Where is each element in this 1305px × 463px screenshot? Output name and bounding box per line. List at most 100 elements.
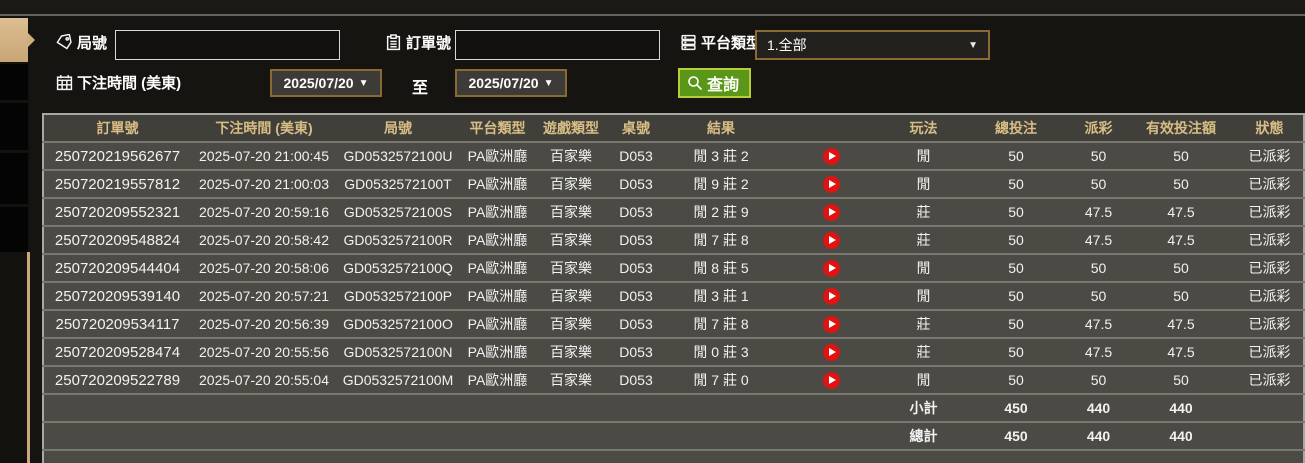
bet-table-body: 250720219562677 2025-07-20 21:00:45 GD0532…: [43, 142, 1304, 463]
play-video-icon[interactable]: [822, 175, 840, 193]
order-number-input[interactable]: [455, 30, 660, 60]
cell-platform: PA歐洲廳: [459, 142, 536, 171]
subtotal-cell: 450: [961, 394, 1071, 423]
subtotal-cell: 440: [1126, 394, 1236, 423]
sidebar-item-active[interactable]: [0, 18, 35, 62]
cell-time: 2025-07-20 20:56:39: [191, 310, 337, 339]
cell-round: GD0532572100R: [337, 226, 459, 255]
play-video-icon[interactable]: [822, 231, 840, 249]
chevron-down-icon: ▼: [358, 77, 369, 89]
play-triangle: [828, 180, 836, 189]
cell-total_bet: 50: [961, 198, 1071, 227]
cell-payout: 50: [1071, 282, 1126, 311]
empty-cell: [459, 422, 536, 451]
cell-valid_bet: 50: [1126, 282, 1236, 311]
cell-table: D053: [606, 198, 666, 227]
total-row: 總計 450 440 440: [43, 422, 1304, 451]
empty-cell: [43, 450, 191, 463]
column-header: 結果: [666, 114, 776, 143]
cell-time: 2025-07-20 20:55:56: [191, 338, 337, 367]
cell-total_bet: 50: [961, 142, 1071, 171]
cell-order: 250720209544404: [43, 254, 191, 283]
play-video-icon[interactable]: [822, 315, 840, 333]
chevron-down-icon: ▼: [968, 39, 978, 51]
play-triangle: [828, 264, 836, 273]
table-row: 250720209534117 2025-07-20 20:56:39 GD0532…: [43, 310, 1304, 339]
cell-order: 250720209539140: [43, 282, 191, 311]
cell-game: 百家樂: [536, 366, 606, 395]
sidebar-item[interactable]: [0, 153, 28, 204]
column-header: 遊戲類型: [536, 114, 606, 143]
round-number-label: 局號: [56, 32, 107, 53]
sidebar-item[interactable]: [0, 207, 28, 252]
cell-play: 閒: [886, 170, 961, 199]
empty-cell: [337, 394, 459, 423]
video-cell: [776, 366, 886, 395]
column-header: 玩法: [886, 114, 961, 143]
play-triangle: [828, 376, 836, 385]
cell-platform: PA歐洲廳: [459, 338, 536, 367]
cell-valid_bet: 47.5: [1126, 226, 1236, 255]
play-video-icon[interactable]: [822, 147, 840, 165]
column-header: 局號: [337, 114, 459, 143]
column-header: [776, 114, 886, 143]
column-header: 訂單號: [43, 114, 191, 143]
play-triangle: [828, 152, 836, 161]
cell-play: 閒: [886, 282, 961, 311]
date-to-picker[interactable]: 2025/07/20 ▼: [455, 69, 567, 97]
platform-type-label: 平台類型: [680, 32, 761, 53]
cell-table: D053: [606, 366, 666, 395]
round-number-input[interactable]: [115, 30, 340, 60]
cell-valid_bet: 47.5: [1126, 338, 1236, 367]
play-triangle: [828, 320, 836, 329]
cell-round: GD0532572100O: [337, 310, 459, 339]
play-video-icon[interactable]: [822, 203, 840, 221]
cell-status: 已派彩: [1236, 198, 1304, 227]
date-range-to-label: 至: [412, 80, 429, 97]
play-triangle: [828, 348, 836, 357]
video-cell: [776, 254, 886, 283]
empty-cell: [1071, 450, 1126, 463]
cell-time: 2025-07-20 21:00:03: [191, 170, 337, 199]
search-button[interactable]: 查詢: [678, 68, 752, 98]
cell-platform: PA歐洲廳: [459, 366, 536, 395]
date-from-picker[interactable]: 2025/07/20 ▼: [270, 69, 382, 97]
table-row: 250720209552321 2025-07-20 20:59:16 GD0532…: [43, 198, 1304, 227]
play-video-icon[interactable]: [822, 259, 840, 277]
play-video-icon[interactable]: [822, 343, 840, 361]
play-triangle: [828, 236, 836, 245]
cell-order: 250720209534117: [43, 310, 191, 339]
total-cell: 440: [1071, 422, 1126, 451]
empty-cell: [536, 422, 606, 451]
column-header: 狀態: [1236, 114, 1304, 143]
sidebar-item[interactable]: [0, 103, 28, 150]
video-cell: [776, 310, 886, 339]
play-video-icon[interactable]: [822, 287, 840, 305]
play-video-icon[interactable]: [822, 371, 840, 389]
empty-cell: [191, 394, 337, 423]
cell-status: 已派彩: [1236, 142, 1304, 171]
cell-platform: PA歐洲廳: [459, 310, 536, 339]
cell-order: 250720209548824: [43, 226, 191, 255]
subtotal-row: 小計 450 440 440: [43, 394, 1304, 423]
sidebar-item[interactable]: [0, 64, 28, 100]
empty-cell: [776, 394, 886, 423]
cell-time: 2025-07-20 20:57:21: [191, 282, 337, 311]
cell-status: 已派彩: [1236, 366, 1304, 395]
platform-type-select[interactable]: 1.全部 ▼: [755, 30, 990, 60]
bet-time-label: 下注時間 (美東): [56, 72, 181, 93]
empty-cell: [606, 394, 666, 423]
cell-result: 閒 0 莊 3: [666, 338, 776, 367]
cell-time: 2025-07-20 20:59:16: [191, 198, 337, 227]
empty-cell: [961, 450, 1071, 463]
cell-status: 已派彩: [1236, 226, 1304, 255]
cell-platform: PA歐洲廳: [459, 170, 536, 199]
cell-valid_bet: 50: [1126, 170, 1236, 199]
cell-result: 閒 9 莊 2: [666, 170, 776, 199]
cell-table: D053: [606, 338, 666, 367]
sidebar-strip: [0, 0, 35, 463]
table-row: 250720209522789 2025-07-20 20:55:04 GD0532…: [43, 366, 1304, 395]
cell-platform: PA歐洲廳: [459, 198, 536, 227]
cell-order: 250720219562677: [43, 142, 191, 171]
cell-order: 250720219557812: [43, 170, 191, 199]
